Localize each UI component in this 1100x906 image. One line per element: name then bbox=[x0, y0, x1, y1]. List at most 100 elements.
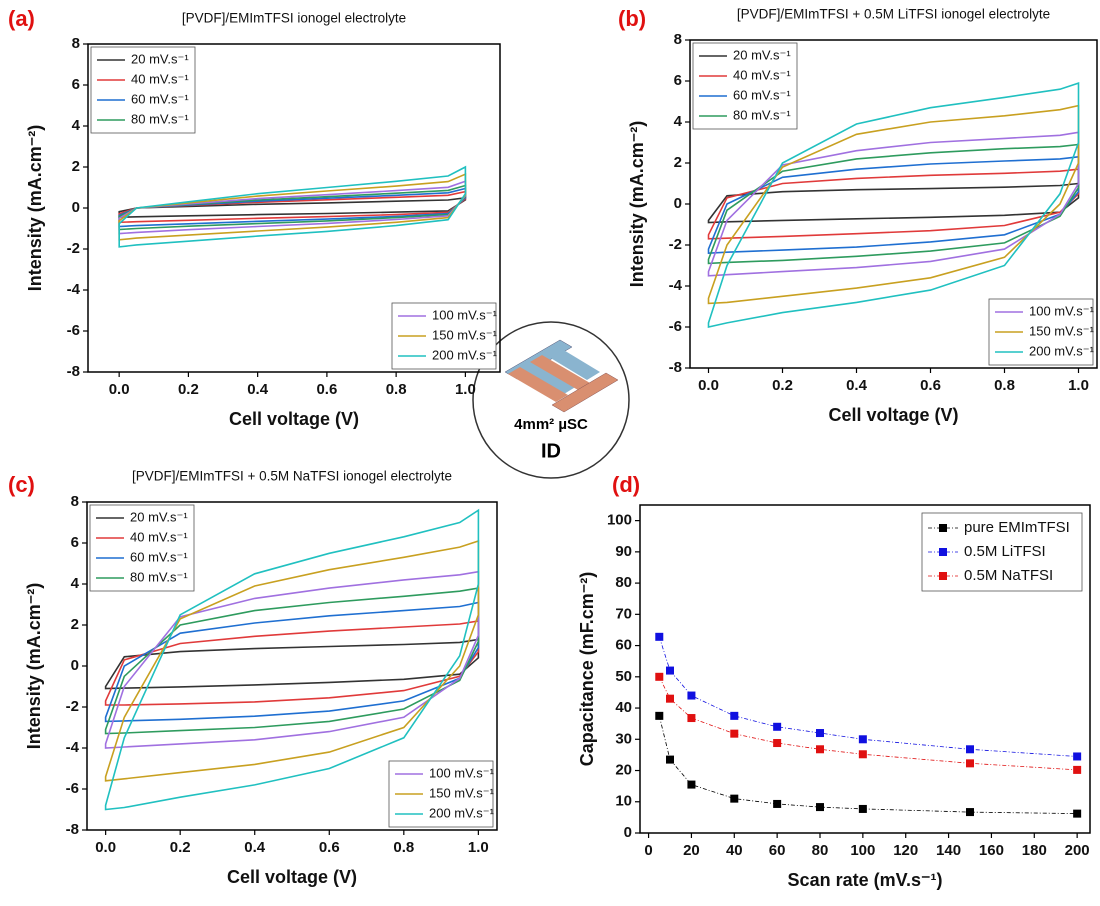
data-point bbox=[816, 745, 824, 754]
data-point bbox=[1073, 809, 1082, 818]
y-tick-label: -6 bbox=[66, 780, 79, 797]
y-tick-label: 6 bbox=[72, 76, 80, 93]
y-tick-label: 0 bbox=[71, 657, 79, 674]
plot-frame bbox=[639, 504, 1091, 834]
legend-label: 150 mV.s⁻¹ bbox=[429, 785, 495, 800]
legend-label: 100 mV.s⁻¹ bbox=[429, 765, 495, 780]
x-tick-label: 80 bbox=[812, 842, 829, 859]
y-tick-label: -6 bbox=[669, 318, 682, 335]
x-tick-label: 0.0 bbox=[95, 839, 116, 856]
legend-label: 60 mV.s⁻¹ bbox=[130, 549, 188, 564]
y-tick-label: 4 bbox=[674, 113, 683, 130]
cv-curve bbox=[104, 601, 480, 723]
legend-marker bbox=[939, 572, 947, 580]
x-tick-label: 200 bbox=[1065, 842, 1090, 859]
inset-circle bbox=[472, 321, 630, 479]
y-tick-label: 4 bbox=[72, 117, 81, 134]
y-tick-label: 60 bbox=[615, 637, 632, 654]
legend-box bbox=[90, 46, 196, 134]
y-tick-label: 8 bbox=[72, 35, 80, 52]
inset-label: 4mm² µSC bbox=[514, 416, 588, 433]
data-point bbox=[666, 755, 674, 764]
legend-label: 20 mV.s⁻¹ bbox=[130, 509, 188, 524]
x-tick-label: 1.0 bbox=[455, 381, 476, 398]
cv-curve bbox=[707, 168, 1080, 240]
data-point bbox=[1073, 765, 1082, 774]
data-point bbox=[858, 735, 867, 744]
cv-curve bbox=[104, 570, 480, 749]
electrode-finger bbox=[520, 360, 577, 394]
data-point bbox=[816, 803, 824, 812]
x-tick-label: 0.4 bbox=[244, 839, 266, 856]
electrode-finger bbox=[544, 346, 600, 380]
x-tick-label: 0.8 bbox=[393, 839, 414, 856]
data-point bbox=[966, 745, 974, 754]
legend-label: 80 mV.s⁻¹ bbox=[733, 107, 791, 122]
cv-curve bbox=[104, 539, 480, 782]
y-axis-label: Intensity (mA.cm⁻²) bbox=[25, 125, 45, 292]
y-tick-label: -8 bbox=[669, 359, 682, 376]
cv-curve bbox=[104, 619, 480, 706]
cv-curve bbox=[707, 182, 1080, 224]
y-tick-label: 10 bbox=[615, 793, 632, 810]
cv-curve bbox=[707, 155, 1080, 255]
y-tick-label: -2 bbox=[669, 236, 682, 253]
panel-label: (b) bbox=[618, 6, 646, 31]
inset-id: ID bbox=[541, 440, 561, 462]
x-tick-label: 0.2 bbox=[772, 377, 793, 394]
x-tick-label: 100 bbox=[850, 842, 875, 859]
legend-label: 20 mV.s⁻¹ bbox=[733, 47, 791, 62]
data-point bbox=[773, 799, 782, 808]
y-tick-label: 8 bbox=[71, 493, 79, 510]
series-line bbox=[658, 715, 1078, 814]
y-tick-label: 20 bbox=[615, 761, 632, 778]
data-point bbox=[666, 666, 674, 675]
y-tick-label: -2 bbox=[66, 698, 79, 715]
chart-title: [PVDF]/EMImTFSI + 0.5M LiTFSI ionogel el… bbox=[737, 7, 1050, 22]
y-tick-label: 40 bbox=[615, 699, 632, 716]
x-tick-label: 0.6 bbox=[920, 377, 941, 394]
x-tick-label: 0.6 bbox=[319, 839, 340, 856]
legend-label: 100 mV.s⁻¹ bbox=[432, 307, 498, 322]
legend-label: pure EMImTFSI bbox=[964, 519, 1070, 536]
x-tick-label: 1.0 bbox=[468, 839, 489, 856]
x-tick-label: 180 bbox=[1022, 842, 1047, 859]
y-tick-label: 2 bbox=[72, 158, 80, 175]
cv-curve bbox=[707, 143, 1080, 265]
data-point bbox=[858, 750, 867, 759]
electrode-finger bbox=[530, 355, 590, 390]
x-tick-label: 0 bbox=[644, 842, 652, 859]
y-tick-label: -2 bbox=[67, 240, 80, 257]
panel-label: (a) bbox=[8, 6, 35, 31]
data-point bbox=[655, 632, 664, 641]
y-tick-label: 50 bbox=[615, 668, 632, 685]
data-point bbox=[730, 729, 739, 738]
y-tick-label: 8 bbox=[674, 31, 682, 48]
y-tick-label: -4 bbox=[669, 277, 683, 294]
legend-label: 0.5M LiTFSI bbox=[964, 543, 1046, 560]
x-tick-label: 0.4 bbox=[846, 377, 868, 394]
y-tick-label: 2 bbox=[71, 616, 79, 633]
x-tick-label: 0.8 bbox=[386, 381, 407, 398]
y-tick-label: -4 bbox=[66, 739, 80, 756]
cv-curve bbox=[104, 638, 480, 690]
data-point bbox=[687, 780, 696, 789]
data-point bbox=[666, 694, 674, 703]
legend-marker bbox=[939, 524, 947, 532]
legend-label: 60 mV.s⁻¹ bbox=[733, 87, 791, 102]
x-tick-label: 0.8 bbox=[994, 377, 1015, 394]
data-point bbox=[687, 691, 696, 700]
legend-label: 200 mV.s⁻¹ bbox=[429, 805, 495, 820]
y-axis-label: Intensity (mA.cm⁻²) bbox=[24, 583, 44, 750]
electrode-finger bbox=[508, 367, 568, 402]
x-axis-label: Cell voltage (V) bbox=[229, 409, 359, 429]
data-point bbox=[966, 808, 974, 817]
y-axis-label: Capacitance (mF.cm⁻²) bbox=[577, 572, 597, 767]
x-axis-label: Scan rate (mV.s⁻¹) bbox=[788, 870, 943, 890]
data-point bbox=[655, 711, 664, 720]
cv-curve bbox=[707, 131, 1080, 277]
y-tick-label: 30 bbox=[615, 730, 632, 747]
y-tick-label: 90 bbox=[615, 543, 632, 560]
x-tick-label: 0.6 bbox=[316, 381, 337, 398]
x-tick-label: 160 bbox=[979, 842, 1004, 859]
